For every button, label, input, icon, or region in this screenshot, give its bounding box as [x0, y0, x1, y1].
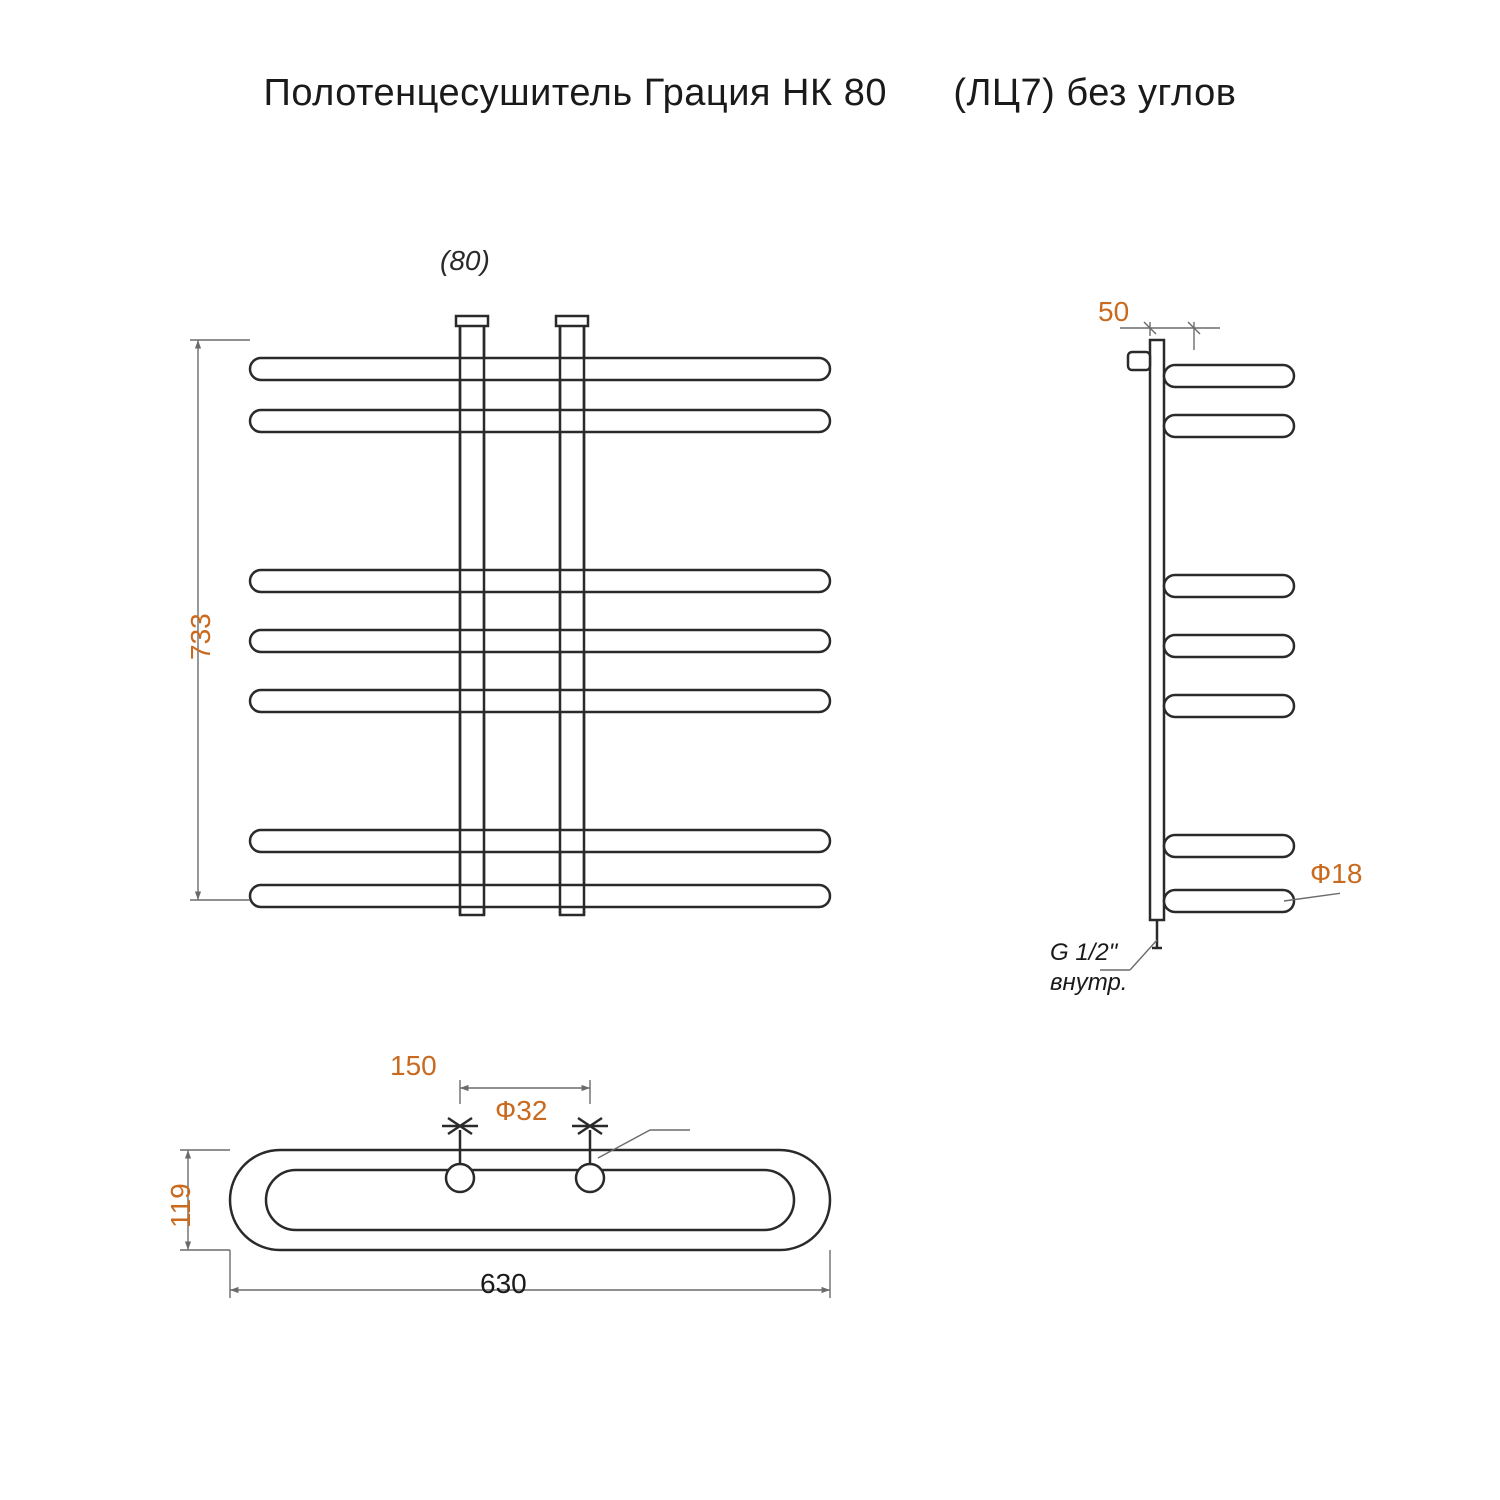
dim-depth-50: 50: [1098, 296, 1129, 328]
dim-diam-32: Ф32: [495, 1095, 547, 1127]
dim-height-733: 733: [185, 613, 217, 660]
page-title: Полотенцесушитель Грация НК 80 (ЛЦ7) без…: [0, 72, 1500, 115]
subtitle-80: (80): [440, 245, 490, 277]
title-left: Полотенцесушитель Грация НК 80: [264, 72, 887, 114]
front-view: [150, 310, 850, 960]
dim-width-630: 630: [480, 1268, 527, 1300]
dim-depth-119: 119: [165, 1183, 197, 1228]
thread-note: G 1/2" внутр.: [1050, 938, 1127, 998]
dim-diam-18: Ф18: [1310, 858, 1362, 890]
dim-spacing-150: 150: [390, 1050, 437, 1082]
title-right: (ЛЦ7) без углов: [953, 72, 1236, 114]
page-root: Полотенцесушитель Грация НК 80 (ЛЦ7) без…: [0, 0, 1500, 1500]
side-view: [1080, 300, 1340, 980]
